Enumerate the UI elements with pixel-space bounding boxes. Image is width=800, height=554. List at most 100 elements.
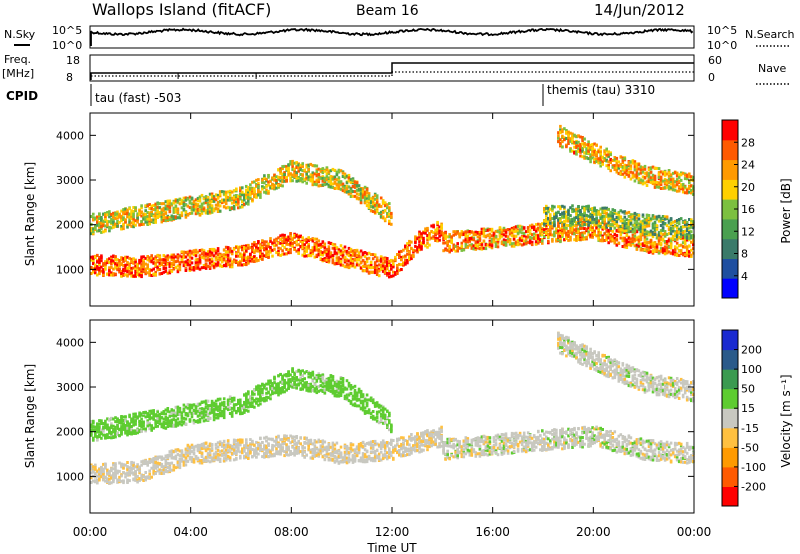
echo-cell [164, 217, 168, 221]
echo-cell [241, 193, 244, 197]
echo-cell [625, 234, 629, 237]
echo-cell [657, 251, 661, 255]
echo-cell [118, 259, 121, 262]
echo-cell [688, 172, 691, 176]
echo-cell [591, 213, 594, 217]
echo-cell [619, 172, 623, 176]
echo-cell [118, 267, 121, 271]
echo-cell [188, 255, 192, 259]
echo-cell [591, 156, 594, 160]
echo-cell [257, 191, 260, 195]
echo-cell [315, 248, 319, 252]
echo-cell [619, 225, 623, 229]
echo-cell [643, 225, 647, 229]
echo-cell [168, 271, 172, 275]
echo-cell [635, 225, 639, 229]
echo-cell [575, 135, 578, 139]
echo-cell [309, 251, 313, 255]
echo-cell [553, 234, 556, 238]
echo-cell [625, 218, 629, 222]
echo-cell [313, 172, 317, 176]
echo-cell [494, 242, 498, 246]
echo-cell [559, 124, 562, 128]
echo-cell [639, 248, 643, 252]
echo-cell [625, 240, 629, 244]
echo-cell [587, 149, 590, 153]
echo-cell [607, 228, 610, 232]
echo-cell [639, 220, 643, 224]
echo-cell [359, 192, 363, 196]
echo-cell [269, 250, 272, 254]
echo-cell [661, 233, 665, 237]
echo-cell [351, 179, 355, 182]
echo-cell [214, 193, 218, 197]
echo-cell [168, 218, 172, 222]
echo-cell [228, 259, 232, 263]
echo-cell [243, 195, 246, 199]
echo-cell [206, 198, 210, 202]
echo-cell [675, 174, 679, 178]
echo-cell [355, 254, 359, 257]
echo-cell [347, 192, 351, 195]
echo-cell [323, 246, 327, 250]
echo-cell [685, 191, 689, 195]
echo-cell [218, 192, 222, 196]
echo-cell [633, 222, 637, 226]
echo-cell [492, 238, 496, 242]
echo-cell [255, 245, 258, 249]
echo-cell [667, 187, 671, 191]
echo-cell [214, 203, 218, 207]
echo-cell [116, 268, 119, 272]
echo-cell [402, 255, 405, 259]
echo-cell [633, 211, 637, 215]
echo-cell [663, 179, 667, 183]
echo-cell [142, 215, 145, 219]
echo-cell [128, 256, 131, 260]
echo-cell [555, 227, 558, 231]
echo-cell [321, 167, 325, 171]
echo-cell [657, 242, 661, 246]
echo-cell [379, 255, 383, 259]
echo-cell [140, 259, 143, 263]
echo-cell [349, 254, 353, 258]
echo-cell [100, 259, 103, 263]
echo-cell [448, 233, 451, 237]
echo-cell [615, 218, 619, 221]
echo-cell [468, 231, 472, 235]
echo-cell [460, 246, 464, 250]
echo-cell [305, 254, 308, 258]
echo-cell [685, 246, 689, 249]
echo-cell [114, 213, 117, 217]
echo-cell [589, 155, 592, 159]
echo-cell [619, 209, 623, 213]
echo-cell [90, 257, 93, 261]
echo-cell [144, 217, 147, 221]
echo-cell [239, 263, 242, 267]
echo-cell [144, 204, 147, 208]
echo-cell [569, 214, 572, 218]
echo-cell [559, 131, 562, 135]
echo-cell [281, 249, 284, 253]
echo-cell [212, 254, 216, 258]
echo-cell [132, 225, 135, 229]
echo-cell [208, 192, 212, 196]
echo-cell [657, 176, 661, 180]
echo-cell [283, 252, 286, 256]
echo-cell [597, 211, 600, 215]
echo-cell [635, 247, 639, 251]
echo-cell [555, 215, 558, 218]
echo-cell [343, 190, 347, 194]
echo-cell [673, 188, 677, 192]
echo-cell [692, 237, 695, 241]
echo-cell [609, 151, 612, 155]
echo-cell [470, 246, 474, 250]
echo-cell [573, 218, 576, 222]
echo-cell [116, 220, 119, 223]
echo-cell [390, 274, 393, 278]
echo-cell [591, 216, 594, 219]
nave-tick-top: 60 [708, 54, 722, 67]
echo-cell [120, 274, 123, 278]
echo-cell [587, 146, 590, 150]
echo-cell [653, 174, 657, 178]
